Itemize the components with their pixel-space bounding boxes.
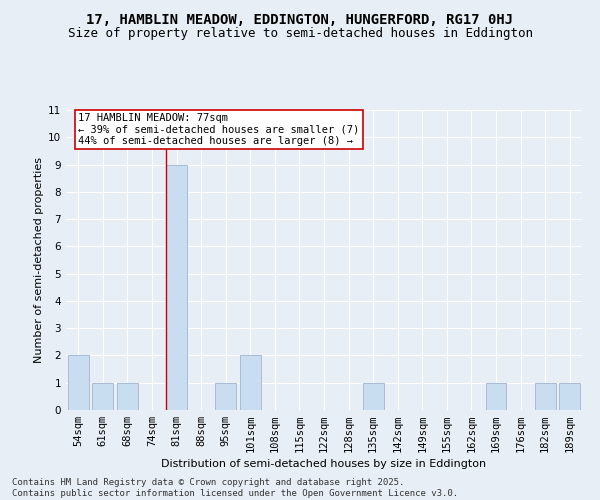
Bar [166, 164, 187, 410]
Text: 17, HAMBLIN MEADOW, EDDINGTON, HUNGERFORD, RG17 0HJ: 17, HAMBLIN MEADOW, EDDINGTON, HUNGERFOR… [86, 12, 514, 26]
Bar [92, 382, 113, 410]
Text: Size of property relative to semi-detached houses in Eddington: Size of property relative to semi-detach… [67, 28, 533, 40]
Bar [68, 356, 89, 410]
Bar [535, 382, 556, 410]
X-axis label: Distribution of semi-detached houses by size in Eddington: Distribution of semi-detached houses by … [161, 460, 487, 469]
Bar [485, 382, 506, 410]
Text: Contains HM Land Registry data © Crown copyright and database right 2025.
Contai: Contains HM Land Registry data © Crown c… [12, 478, 458, 498]
Bar [240, 356, 261, 410]
Y-axis label: Number of semi-detached properties: Number of semi-detached properties [34, 157, 44, 363]
Text: 17 HAMBLIN MEADOW: 77sqm
← 39% of semi-detached houses are smaller (7)
44% of se: 17 HAMBLIN MEADOW: 77sqm ← 39% of semi-d… [78, 112, 359, 146]
Bar [117, 382, 138, 410]
Bar [215, 382, 236, 410]
Bar [362, 382, 383, 410]
Bar [559, 382, 580, 410]
